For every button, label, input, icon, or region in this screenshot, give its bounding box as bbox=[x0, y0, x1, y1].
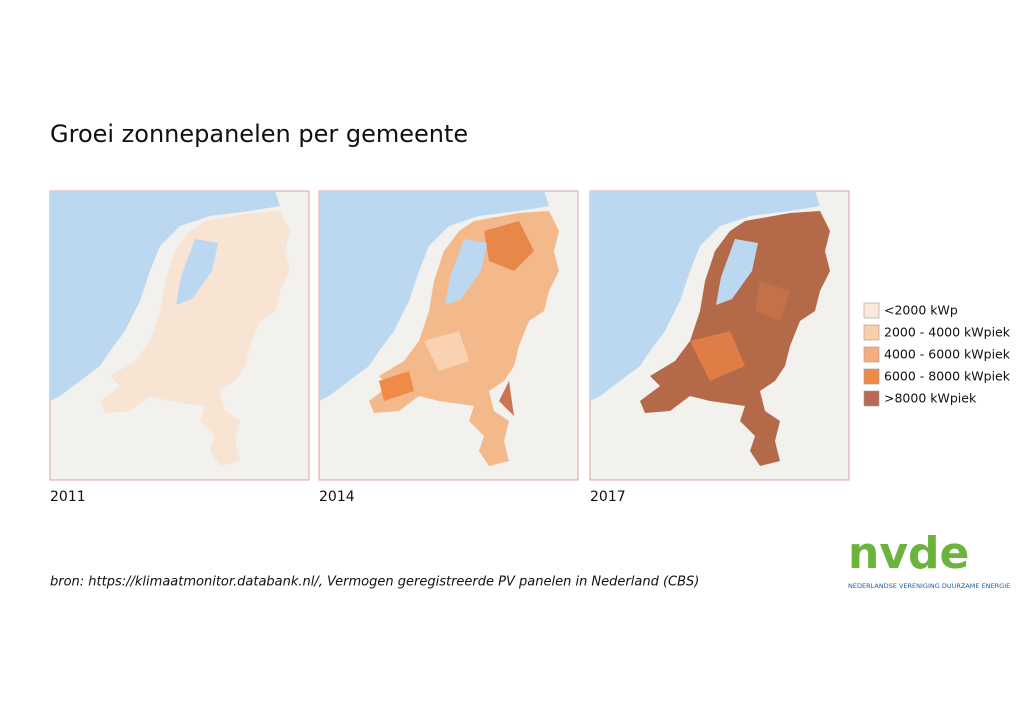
legend-swatch bbox=[863, 390, 880, 407]
logo-name: nvde bbox=[848, 528, 969, 579]
legend-label: 4000 - 6000 kWpiek bbox=[884, 347, 1011, 362]
map-2011 bbox=[49, 190, 310, 481]
legend-swatch bbox=[863, 346, 880, 363]
logo: nvde NEDERLANDSE VERENIGING DUURZAME ENE… bbox=[848, 528, 1010, 590]
map-2017 bbox=[589, 190, 850, 481]
legend-swatch bbox=[863, 302, 880, 319]
legend-swatch bbox=[863, 324, 880, 341]
legend-label: >8000 kWpiek bbox=[884, 391, 977, 406]
legend-label: 2000 - 4000 kWpiek bbox=[884, 325, 1011, 340]
map-year: 2011 bbox=[50, 489, 86, 505]
title: Groei zonnepanelen per gemeente bbox=[50, 120, 468, 148]
legend-label: <2000 kWp bbox=[884, 303, 958, 318]
map-year: 2017 bbox=[590, 489, 626, 505]
legend-label: 6000 - 8000 kWpiek bbox=[884, 369, 1011, 384]
source: bron: https://klimaatmonitor.databank.nl… bbox=[50, 575, 699, 590]
legend-swatch bbox=[863, 368, 880, 385]
map-2014 bbox=[318, 190, 579, 481]
logo-tagline: NEDERLANDSE VERENIGING DUURZAME ENERGIE bbox=[848, 582, 1010, 590]
map-year: 2014 bbox=[319, 489, 355, 505]
